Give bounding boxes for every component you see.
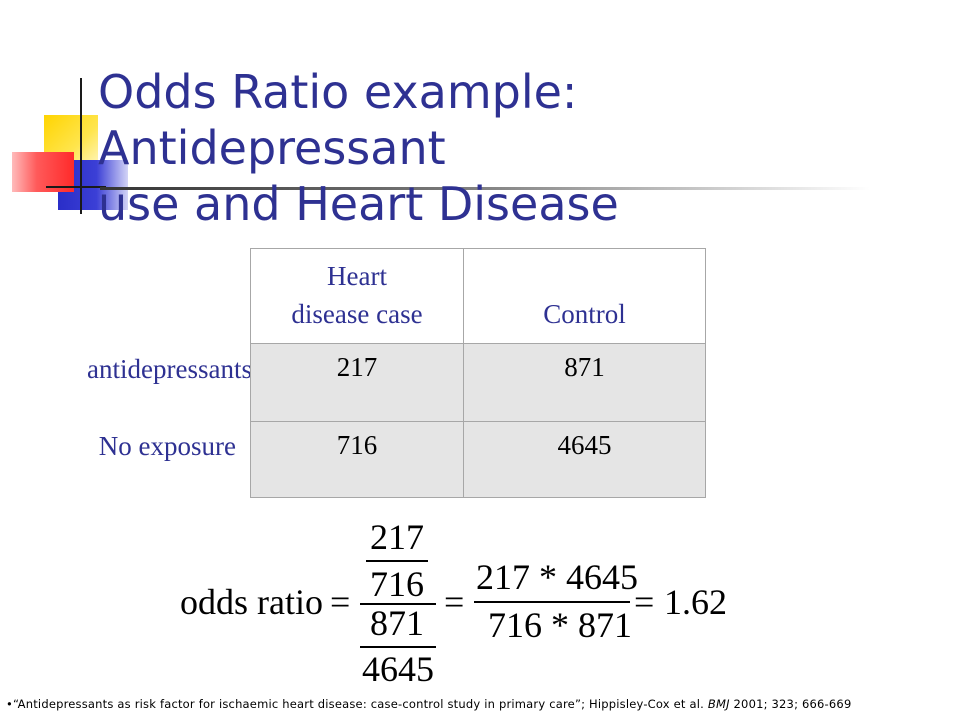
footnote-bullet: • (6, 697, 13, 711)
column-header-line1: Heart (327, 261, 387, 291)
formula-product-num: 217 * 4645 (476, 557, 638, 597)
slide-logo (0, 0, 140, 220)
logo-vertical-line (80, 78, 82, 214)
formula-frac2-bar (360, 646, 436, 648)
footnote-text: “Antidepressants as risk factor for isch… (12, 697, 704, 711)
title-divider (100, 187, 870, 190)
logo-horizontal-line (46, 186, 106, 188)
formula-product-bar (474, 601, 630, 603)
formula-frac1-bar (366, 560, 428, 562)
formula-frac2-den: 4645 (362, 649, 434, 689)
slide-title: Odds Ratio example: Antidepressant use a… (98, 64, 918, 232)
formula-frac1-num: 217 (370, 517, 424, 557)
formula-equals: = (330, 582, 351, 622)
formula-result: 1.62 (664, 582, 727, 622)
slide-title-line2: use and Heart Disease (98, 177, 619, 231)
column-header-heart-disease-case: Heart disease case (251, 249, 464, 343)
footnote-citation: •“Antidepressants as risk factor for isc… (6, 697, 851, 711)
formula-frac1-den: 716 (370, 564, 424, 604)
contingency-table: Heart disease case Control 217 871 716 4… (250, 248, 706, 498)
formula-lhs: odds ratio (180, 582, 323, 622)
column-header-control: Control (464, 249, 705, 343)
footnote-details: 2001; 323; 666-669 (733, 697, 852, 711)
formula-product-den: 716 * 871 (488, 605, 632, 645)
row-label-no-exposure: No exposure (98, 431, 236, 461)
slide-title-line1: Odds Ratio example: Antidepressant (98, 65, 578, 175)
footnote-journal: BMJ (707, 697, 730, 711)
row-label-antidepressants: antidepressants (87, 354, 252, 384)
column-header-line2: disease case (291, 299, 423, 329)
table-cell: 4645 (464, 421, 705, 497)
table-cell: 716 (251, 421, 464, 497)
formula-equals: = (444, 582, 465, 622)
formula-frac2-num: 871 (370, 603, 424, 643)
table-cell: 217 (251, 343, 464, 421)
table-cell: 871 (464, 343, 705, 421)
formula-main-bar (360, 603, 436, 605)
formula-equals: = (634, 582, 655, 622)
logo-red-square (12, 152, 74, 192)
